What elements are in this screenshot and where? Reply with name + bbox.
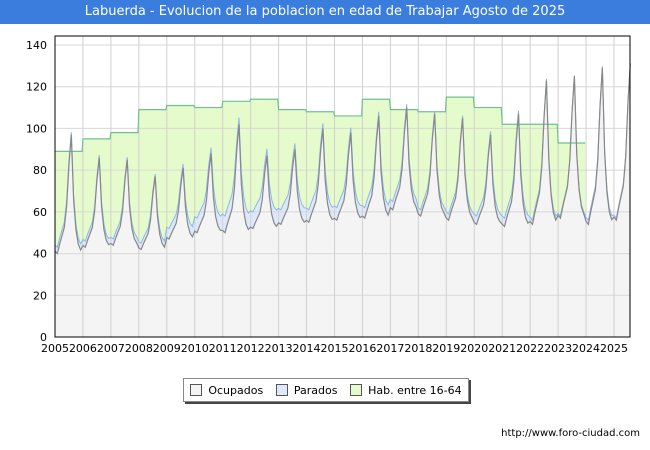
legend-label: Hab. entre 16-64 xyxy=(368,383,462,397)
x-tick-label: 2013 xyxy=(265,342,293,355)
x-tick-label: 2005 xyxy=(41,342,69,355)
x-tick-label: 2017 xyxy=(376,342,404,355)
x-tick-label: 2015 xyxy=(321,342,349,355)
legend-swatch-ocupados xyxy=(190,384,203,396)
x-tick-label: 2025 xyxy=(600,342,628,355)
source-credit: http://www.foro-ciudad.com xyxy=(501,428,640,439)
legend-ocupados: Ocupados xyxy=(190,384,263,397)
y-tick-label: 80 xyxy=(33,164,47,177)
x-tick-label: 2014 xyxy=(293,342,321,355)
chart-title: Labuerda - Evolucion de la poblacion en … xyxy=(0,0,650,24)
legend-parados: Parados xyxy=(275,383,338,397)
x-tick-label: 2021 xyxy=(488,342,516,355)
x-tick-label: 2022 xyxy=(516,342,544,355)
plot-border xyxy=(54,35,631,338)
x-tick-label: 2008 xyxy=(125,342,153,355)
x-tick-label: 2019 xyxy=(432,342,460,355)
x-tick-label: 2016 xyxy=(348,342,376,355)
x-tick-label: 2010 xyxy=(181,342,209,355)
x-tick-label: 2018 xyxy=(404,342,432,355)
y-tick-label: 0 xyxy=(40,331,47,344)
x-tick-label: 2012 xyxy=(237,342,265,355)
ocupados-area xyxy=(55,63,631,338)
legend-hab: Hab. entre 16-64 xyxy=(350,384,462,397)
legend-label: Ocupados xyxy=(208,383,264,397)
x-tick-label: 2020 xyxy=(460,342,488,355)
y-tick-label: 100 xyxy=(26,122,47,135)
x-tick-label: 2007 xyxy=(97,342,125,355)
y-tick-label: 60 xyxy=(33,206,47,219)
legend: Ocupados Parados Hab. entre 16-64 xyxy=(183,378,469,402)
x-tick-label: 2006 xyxy=(69,342,97,355)
y-tick-label: 20 xyxy=(33,289,47,302)
legend-swatch-hab xyxy=(350,384,363,396)
y-tick-label: 140 xyxy=(26,39,47,52)
y-tick-label: 40 xyxy=(33,248,47,261)
hab-line xyxy=(55,96,586,152)
x-tick-label: 2011 xyxy=(209,342,237,355)
legend-label: Parados xyxy=(293,383,338,397)
x-tick-label: 2024 xyxy=(572,342,600,355)
x-tick-label: 2023 xyxy=(544,342,572,355)
ocupados-line xyxy=(54,63,631,255)
y-tick-label: 120 xyxy=(26,81,47,94)
x-tick-label: 2009 xyxy=(153,342,181,355)
legend-swatch-parados xyxy=(275,384,288,396)
